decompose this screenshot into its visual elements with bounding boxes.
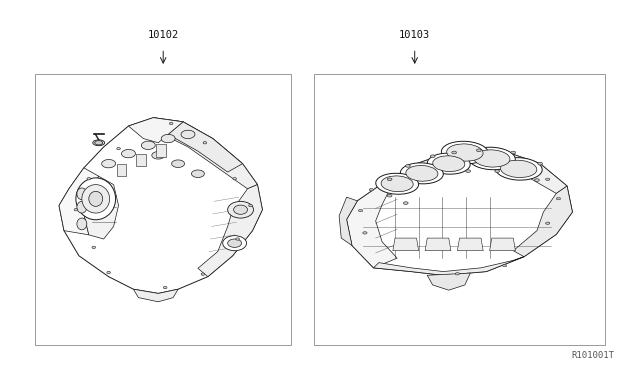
Ellipse shape <box>77 201 87 213</box>
Ellipse shape <box>122 150 136 158</box>
Polygon shape <box>168 122 243 172</box>
Polygon shape <box>393 238 419 251</box>
Ellipse shape <box>228 239 241 247</box>
Ellipse shape <box>363 232 367 234</box>
Ellipse shape <box>452 151 456 154</box>
Ellipse shape <box>223 236 246 251</box>
Ellipse shape <box>161 134 175 143</box>
Ellipse shape <box>369 189 374 191</box>
Ellipse shape <box>401 163 444 184</box>
Bar <box>314 74 605 345</box>
Ellipse shape <box>545 178 550 180</box>
Ellipse shape <box>403 202 408 205</box>
Ellipse shape <box>163 286 167 289</box>
Polygon shape <box>513 186 572 257</box>
Bar <box>35 74 291 345</box>
Ellipse shape <box>172 160 184 167</box>
Ellipse shape <box>191 170 204 177</box>
Polygon shape <box>374 257 524 275</box>
Polygon shape <box>458 238 483 251</box>
Ellipse shape <box>107 271 111 274</box>
Polygon shape <box>490 238 515 251</box>
Polygon shape <box>339 197 357 246</box>
Ellipse shape <box>406 164 410 167</box>
Polygon shape <box>84 176 118 239</box>
Ellipse shape <box>387 178 392 181</box>
Ellipse shape <box>102 160 116 168</box>
Ellipse shape <box>201 273 205 275</box>
Ellipse shape <box>181 130 195 138</box>
Ellipse shape <box>500 160 537 177</box>
Ellipse shape <box>141 141 156 150</box>
Ellipse shape <box>466 170 470 173</box>
Ellipse shape <box>358 209 363 212</box>
Ellipse shape <box>511 151 516 154</box>
Polygon shape <box>425 238 451 251</box>
Polygon shape <box>384 149 567 193</box>
Ellipse shape <box>556 198 561 200</box>
Ellipse shape <box>236 238 239 240</box>
Polygon shape <box>198 185 262 277</box>
Ellipse shape <box>430 155 435 158</box>
Ellipse shape <box>545 222 550 224</box>
Ellipse shape <box>534 179 540 182</box>
Polygon shape <box>428 273 470 290</box>
Ellipse shape <box>387 194 392 197</box>
Ellipse shape <box>502 264 507 267</box>
Ellipse shape <box>82 185 109 213</box>
Ellipse shape <box>203 142 207 144</box>
Ellipse shape <box>249 204 252 207</box>
Text: 10103: 10103 <box>399 31 430 40</box>
Ellipse shape <box>170 122 173 125</box>
Polygon shape <box>154 118 257 189</box>
Polygon shape <box>347 182 397 268</box>
Polygon shape <box>134 289 178 302</box>
Ellipse shape <box>74 209 77 211</box>
Ellipse shape <box>474 150 510 167</box>
Ellipse shape <box>428 153 470 174</box>
Polygon shape <box>59 168 99 235</box>
Ellipse shape <box>433 156 465 171</box>
Ellipse shape <box>468 147 515 170</box>
Polygon shape <box>129 118 183 143</box>
Ellipse shape <box>477 149 481 152</box>
Ellipse shape <box>93 140 105 146</box>
Ellipse shape <box>447 144 483 161</box>
Ellipse shape <box>92 246 95 248</box>
Ellipse shape <box>95 141 102 145</box>
Ellipse shape <box>234 205 248 214</box>
Ellipse shape <box>495 158 542 180</box>
Polygon shape <box>116 164 127 176</box>
Ellipse shape <box>455 273 460 275</box>
Ellipse shape <box>77 188 87 200</box>
Ellipse shape <box>228 201 253 218</box>
Text: R101001T: R101001T <box>572 351 614 360</box>
Text: 10102: 10102 <box>148 31 179 40</box>
Ellipse shape <box>77 218 87 230</box>
Ellipse shape <box>442 141 488 164</box>
Ellipse shape <box>381 176 413 192</box>
Ellipse shape <box>87 177 91 180</box>
Ellipse shape <box>406 166 438 181</box>
Ellipse shape <box>89 191 102 206</box>
Ellipse shape <box>376 173 419 194</box>
Ellipse shape <box>116 147 120 150</box>
Ellipse shape <box>538 162 543 165</box>
Ellipse shape <box>233 177 236 180</box>
Ellipse shape <box>152 151 164 159</box>
Ellipse shape <box>76 178 116 220</box>
Polygon shape <box>59 118 262 294</box>
Polygon shape <box>156 144 166 157</box>
Ellipse shape <box>495 170 499 173</box>
Polygon shape <box>347 149 572 275</box>
Polygon shape <box>136 154 147 166</box>
